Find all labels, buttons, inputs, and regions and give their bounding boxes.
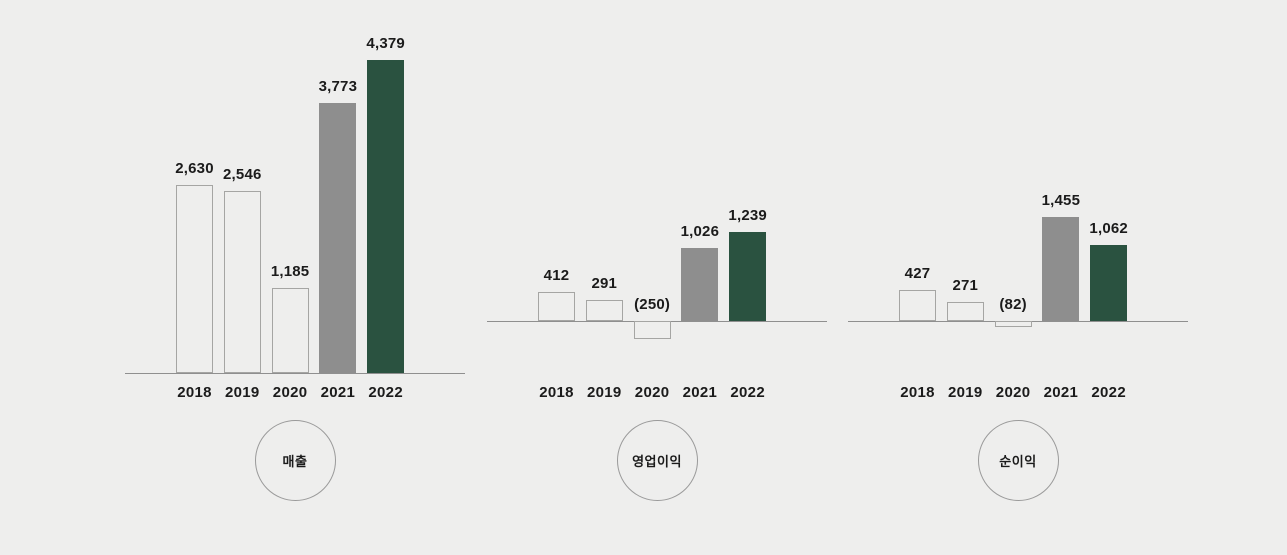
year-label-2018: 2018 <box>539 384 574 401</box>
value-label-2020: (250) <box>634 296 671 313</box>
year-label-2018: 2018 <box>177 384 212 401</box>
bar-2019 <box>223 191 261 373</box>
year-label-2022: 2022 <box>1091 384 1126 401</box>
year-label-2020: 2020 <box>634 384 670 401</box>
value-label-2019: 2,546 <box>223 166 262 183</box>
year-label-2020: 2020 <box>995 384 1031 401</box>
bar-2020 <box>271 288 309 373</box>
value-label-2022: 1,239 <box>728 207 767 224</box>
bar-2019 <box>585 300 623 321</box>
bar-2018 <box>899 290 936 321</box>
chart-operating-profit-title: 영업이익 <box>632 453 682 469</box>
bar-2021 <box>681 248 719 321</box>
value-label-2022: 1,062 <box>1089 220 1128 237</box>
bar-2018 <box>538 292 575 321</box>
bar-2022 <box>1090 245 1128 321</box>
value-label-2022: 4,379 <box>366 35 405 52</box>
year-label-2019: 2019 <box>948 384 983 401</box>
bar-2022 <box>729 232 767 321</box>
year-label-2019: 2019 <box>587 384 622 401</box>
chart-net-profit-title: 순이익 <box>999 453 1037 469</box>
chart-revenue-metric-circle: 매출 <box>254 419 336 501</box>
value-label-2019: 291 <box>591 275 618 292</box>
x-axis-line <box>125 373 465 374</box>
value-label-2020: (82) <box>999 296 1027 313</box>
bar-2021 <box>1042 217 1080 321</box>
year-label-2020: 2020 <box>272 384 308 401</box>
year-label-2021: 2021 <box>1043 384 1079 401</box>
year-label-2021: 2021 <box>682 384 718 401</box>
chart-net-profit-metric-circle: 순이익 <box>977 419 1059 501</box>
bar-2019 <box>946 302 984 321</box>
year-label-2022: 2022 <box>730 384 765 401</box>
year-label-2022: 2022 <box>368 384 403 401</box>
value-label-2021: 1,026 <box>680 223 720 240</box>
value-label-2018: 412 <box>543 267 570 284</box>
value-label-2019: 271 <box>952 277 979 294</box>
value-label-2021: 3,773 <box>318 78 358 95</box>
bar-2018 <box>176 185 213 373</box>
bar-2022 <box>367 60 405 373</box>
year-label-2019: 2019 <box>225 384 260 401</box>
bar-2021 <box>319 103 357 373</box>
chart-operating-profit-metric-circle: 영업이익 <box>616 419 698 501</box>
value-label-2020: 1,185 <box>270 263 310 280</box>
value-label-2018: 2,630 <box>175 160 214 177</box>
value-label-2021: 1,455 <box>1041 192 1081 209</box>
bar-2020 <box>633 321 671 339</box>
value-label-2018: 427 <box>904 265 931 282</box>
bar-2020 <box>994 321 1032 327</box>
year-label-2018: 2018 <box>900 384 935 401</box>
year-label-2021: 2021 <box>320 384 356 401</box>
chart-revenue-title: 매출 <box>282 453 308 469</box>
